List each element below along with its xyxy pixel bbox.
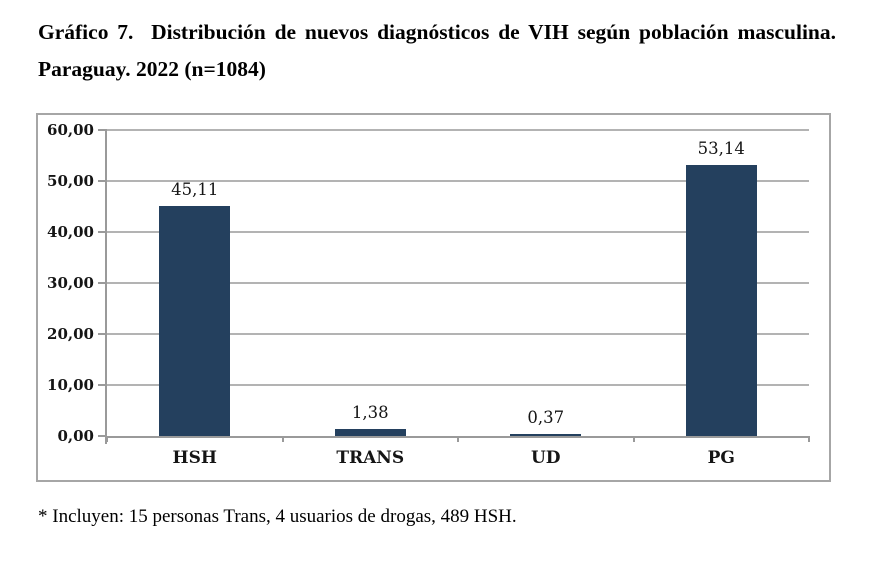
- y-axis-label: 0,00: [57, 427, 94, 445]
- bar: [510, 434, 582, 436]
- y-axis-tick: [98, 333, 107, 335]
- y-axis-label: 30,00: [47, 274, 94, 292]
- y-axis-tick: [98, 435, 107, 437]
- bar: [334, 428, 406, 436]
- x-axis-tick: [281, 436, 284, 442]
- y-axis-tick: [98, 282, 107, 284]
- y-axis-label: 40,00: [47, 223, 94, 241]
- x-axis-tick: [457, 436, 459, 442]
- y-axis-tick: [98, 231, 107, 233]
- x-axis-category-label: TRANS: [336, 448, 405, 468]
- y-axis-tick: [98, 129, 107, 131]
- footnote: * Incluyen: 15 personas Trans, 4 usuario…: [38, 506, 517, 527]
- chart-frame: 0,00 10,00 20,00 30,00 40,00 50,00 60,00 45,11 H…: [36, 113, 831, 482]
- chart-title-line2: Paraguay. 2022 (n=1084): [38, 57, 266, 81]
- bar-value-label: 45,11: [171, 179, 219, 199]
- y-axis-label: 60,00: [47, 121, 94, 139]
- x-axis-tick: [632, 436, 635, 442]
- y-axis-tick: [98, 180, 107, 182]
- x-axis-tick: [808, 436, 810, 442]
- y-axis-tick: [98, 384, 107, 386]
- gridline: [107, 129, 809, 131]
- gridline: [107, 282, 809, 284]
- x-axis-category-label: PG: [707, 448, 735, 468]
- plot-area: 0,00 10,00 20,00 30,00 40,00 50,00 60,00 45,11 H…: [47, 121, 810, 468]
- chart-title: Gráfico 7. Distribución de nuevos diagnó…: [38, 14, 836, 88]
- x-axis-category-label: HSH: [172, 448, 217, 468]
- bar: [685, 164, 757, 436]
- x-axis-category-label: UD: [530, 448, 561, 468]
- y-axis-label: 10,00: [47, 376, 94, 394]
- y-axis-line: [105, 130, 107, 444]
- bar-value-label: 1,38: [351, 402, 389, 422]
- chart-title-line1: Gráfico 7. Distribución de nuevos diagnó…: [38, 20, 836, 44]
- x-axis-tick: [106, 436, 108, 442]
- gridline: [107, 231, 809, 233]
- bar: [159, 205, 231, 436]
- gridline: [107, 384, 809, 386]
- gridline: [107, 180, 809, 182]
- bar-value-label: 53,14: [697, 138, 745, 158]
- bar-value-label: 0,37: [527, 408, 565, 427]
- x-axis-line: [105, 436, 809, 438]
- gridline: [107, 333, 809, 335]
- y-axis-label: 20,00: [47, 325, 94, 343]
- y-axis-label: 50,00: [47, 172, 94, 190]
